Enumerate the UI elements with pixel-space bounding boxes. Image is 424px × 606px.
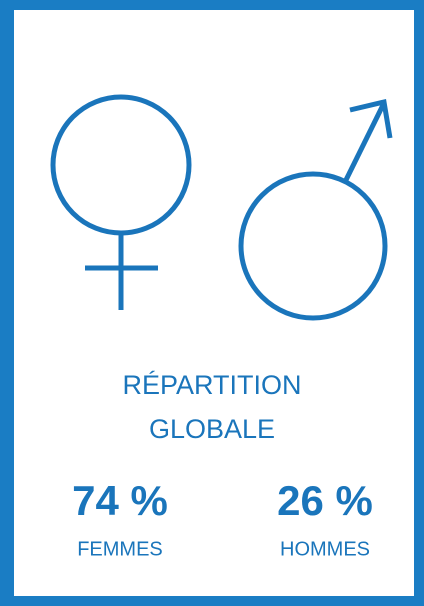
- stat-label: FEMMES: [77, 538, 163, 560]
- male-symbol: [238, 98, 393, 321]
- stat-label: HOMMES: [280, 538, 370, 560]
- male-circle: [238, 171, 388, 321]
- female-symbol: [50, 94, 192, 310]
- title-line: GLOBALE: [149, 414, 275, 444]
- stat-value: 74 %: [72, 477, 168, 524]
- male-arrow-shaft: [342, 101, 387, 184]
- male-arrow-head: [349, 98, 393, 139]
- stat-value: 26 %: [277, 477, 373, 524]
- title-line: RÉPARTITION: [122, 370, 301, 400]
